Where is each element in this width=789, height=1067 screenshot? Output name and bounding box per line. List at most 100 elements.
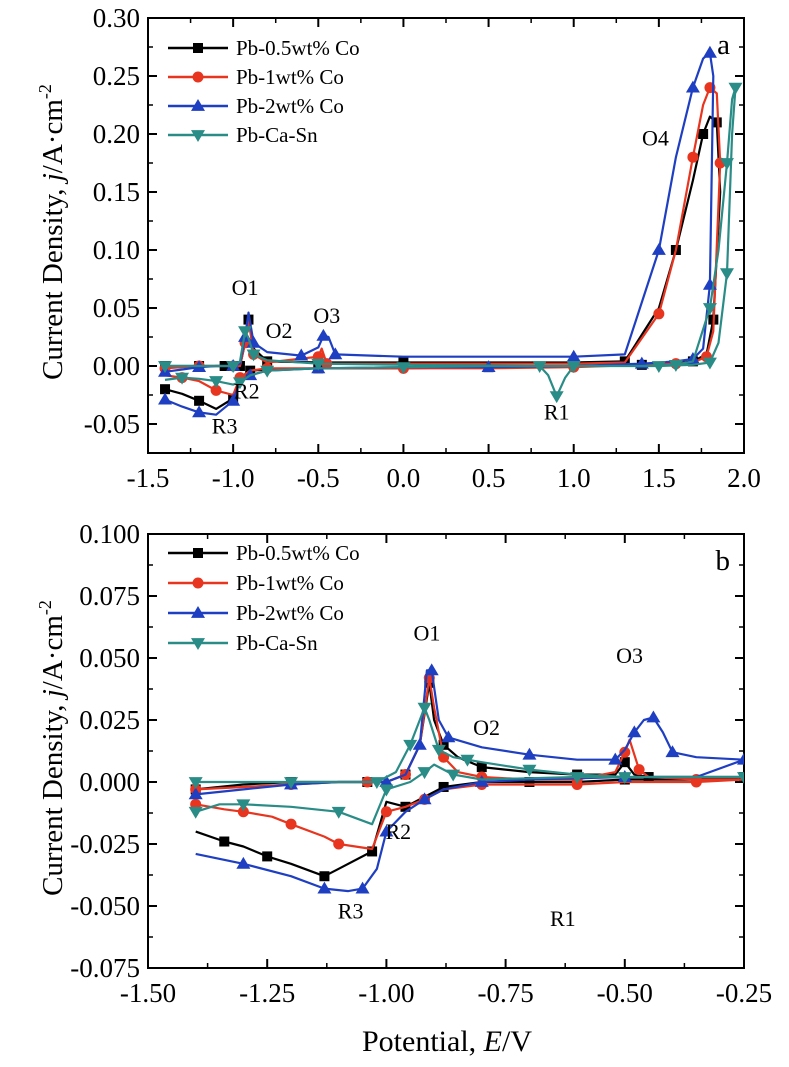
data-point [194,395,205,406]
x-tick-label: 1.0 [557,463,591,493]
data-point [284,777,299,789]
data-point [238,326,253,339]
legend-marker [191,638,205,650]
data-point [417,792,432,805]
data-point [698,129,709,139]
data-point [236,799,251,812]
data-point [619,757,630,768]
data-point [417,702,432,715]
data-point [524,777,535,787]
y-tick-label: 0.100 [79,519,140,549]
data-point [438,739,449,750]
data-point [570,772,585,785]
data-point [355,881,370,894]
peak-annotation: R2 [234,378,260,403]
svg-text:Current Density, j/A·cm-2: Current Density, j/A·cm-2 [35,84,69,380]
data-point [571,778,583,790]
data-point [687,151,699,163]
data-point [396,362,411,375]
data-point [651,243,666,255]
y-tick-label: 0.050 [79,643,140,673]
legend-label: Pb-2wt% Co [236,94,344,118]
data-point [446,769,461,782]
y-tick-label: -0.075 [70,953,140,983]
legend-entry: Pb-Ca-Sn [168,631,318,655]
data-point [328,347,343,360]
x-axis-title: Potential, E/V [362,1025,532,1058]
x-tick-label: -1.00 [358,978,414,1008]
y-tick-label: 0.000 [79,767,140,797]
data-point [702,357,717,370]
data-point [219,836,230,847]
data-point [331,806,346,819]
legend-entry: Pb-Ca-Sn [168,123,318,147]
data-point [285,818,297,830]
data-point [226,393,241,406]
legend-label: Pb-2wt% Co [236,601,344,625]
data-point [438,781,449,792]
peak-annotation: R3 [212,413,238,438]
data-point [737,772,744,785]
data-point [702,45,717,58]
data-point [424,663,439,676]
data-point [369,777,384,789]
peak-annotation: O4 [642,126,669,151]
y-tick-label: -0.025 [70,829,140,859]
panel-letter: a [717,29,730,61]
data-point [316,328,331,341]
data-point [617,772,632,785]
data-point [653,308,665,320]
data-point [311,358,326,371]
data-point [728,82,743,95]
data-point [210,384,222,396]
data-point [158,392,173,405]
data-point [431,744,446,757]
data-point [633,764,645,776]
plot-area [188,663,744,894]
x-tick-label: 0.5 [472,463,506,493]
data-point [522,747,537,760]
data-point [711,117,722,128]
data-point [566,349,581,362]
legend-marker [191,99,205,111]
legend-entry: Pb-2wt% Co [168,601,344,625]
plot-frame [147,533,745,969]
legend-entry: Pb-0.5wt% Co [168,541,360,565]
panel-b-chart: -1.50 -1.25 -1.00 -0.75 -0.50 -0.25 -0.075 -0.0… [70,519,772,1008]
series-line-2 [195,669,744,893]
data-point [702,303,717,315]
data-point [549,391,564,404]
x-tick-label: -0.75 [477,978,533,1008]
x-tick-label: -1.5 [127,463,170,493]
data-point [319,871,330,882]
data-point [522,764,537,777]
data-point [719,158,734,170]
legend-label: Pb-0.5wt% Co [236,36,360,60]
data-point [379,824,394,837]
data-point [719,268,734,281]
data-point [665,745,680,758]
data-point [188,777,203,789]
peak-annotation: O1 [413,621,440,646]
legend-entry: Pb-2wt% Co [168,94,344,118]
y-tick-label: 0.00 [93,351,140,381]
data-point [627,725,642,738]
peak-annotation: O3 [616,643,643,668]
y-tick-label: 0.05 [93,293,140,323]
panel-letter: b [716,545,731,577]
data-point [379,784,394,797]
data-point [236,856,251,869]
data-point [566,361,581,373]
panel-a-chart: -1.5 -1.0 -0.5 0.0 0.5 1.0 1.5 2.0 -0.05 0.00 0.05… [84,3,761,493]
x-tick-label: -1.25 [239,978,295,1008]
data-point [441,730,456,743]
y-tick-label: 0.20 [93,119,140,149]
data-point [403,739,418,752]
legend-label: Pb-Ca-Sn [236,123,318,147]
plot-area [158,45,743,418]
peak-annotation: R2 [385,819,411,844]
legend-marker [193,43,203,53]
data-point [412,737,427,750]
legend-marker [191,606,205,618]
